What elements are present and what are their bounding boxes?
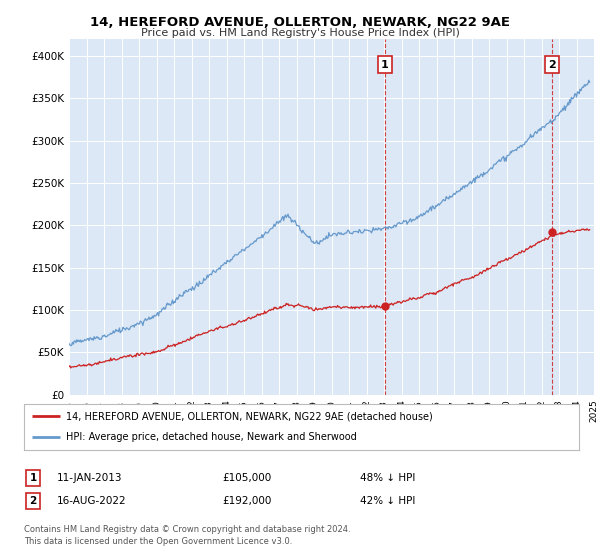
Text: 16-AUG-2022: 16-AUG-2022 bbox=[57, 496, 127, 506]
Text: 11-JAN-2013: 11-JAN-2013 bbox=[57, 473, 122, 483]
Text: 42% ↓ HPI: 42% ↓ HPI bbox=[360, 496, 415, 506]
Text: 2: 2 bbox=[548, 59, 556, 69]
Text: Price paid vs. HM Land Registry's House Price Index (HPI): Price paid vs. HM Land Registry's House … bbox=[140, 28, 460, 38]
Text: 1: 1 bbox=[29, 473, 37, 483]
Text: Contains HM Land Registry data © Crown copyright and database right 2024.
This d: Contains HM Land Registry data © Crown c… bbox=[24, 525, 350, 546]
Text: 2: 2 bbox=[29, 496, 37, 506]
Text: 1: 1 bbox=[381, 59, 389, 69]
Text: £192,000: £192,000 bbox=[222, 496, 271, 506]
Text: HPI: Average price, detached house, Newark and Sherwood: HPI: Average price, detached house, Newa… bbox=[65, 432, 356, 442]
Text: 48% ↓ HPI: 48% ↓ HPI bbox=[360, 473, 415, 483]
Text: 14, HEREFORD AVENUE, OLLERTON, NEWARK, NG22 9AE (detached house): 14, HEREFORD AVENUE, OLLERTON, NEWARK, N… bbox=[65, 411, 433, 421]
Text: £105,000: £105,000 bbox=[222, 473, 271, 483]
Text: 14, HEREFORD AVENUE, OLLERTON, NEWARK, NG22 9AE: 14, HEREFORD AVENUE, OLLERTON, NEWARK, N… bbox=[90, 16, 510, 29]
